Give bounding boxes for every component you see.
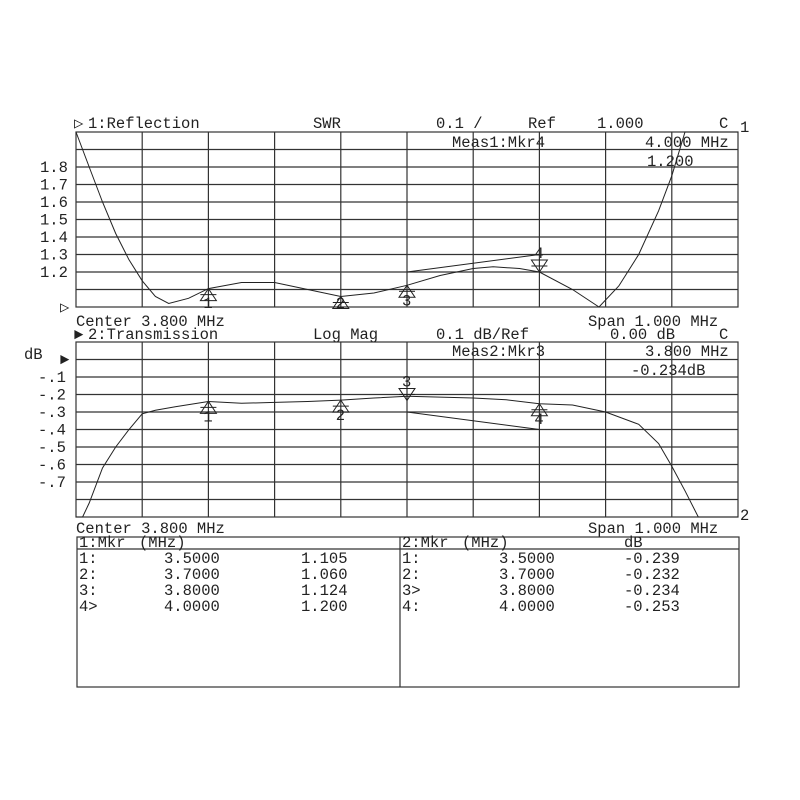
marker-table-cell: 3.5000 xyxy=(164,550,220,568)
marker-table-cell: -0.232 xyxy=(624,566,680,584)
reflection-format: SWR xyxy=(313,115,341,133)
reflection-title: 1:Reflection xyxy=(88,115,200,133)
reflection-active-marker-value: 1.200 xyxy=(647,153,694,171)
transmission-title: 2:Transmission xyxy=(88,326,218,344)
transmission-ref-value: 0.00 dB xyxy=(610,326,675,344)
reflection-center-label: Center 3.800 MHz xyxy=(76,313,225,331)
transmission-format: Log Mag xyxy=(313,326,378,344)
marker-table-header-cell: 1:Mkr xyxy=(79,534,126,552)
marker-table-cell: 3.5000 xyxy=(499,550,555,568)
reflection-channel-number: 1 xyxy=(740,119,749,137)
marker-table: 1:Mkr (MHz) 1: 3.5000 1.105 2: 3.7000 1.060 3: 3.… xyxy=(76,534,740,688)
marker-table-cell: 1.200 xyxy=(301,598,348,616)
reflection-title-arrow: ▷ xyxy=(74,115,84,133)
y-tick-label: -.2 xyxy=(38,387,66,405)
y-tick-label: 1.3 xyxy=(40,247,68,265)
marker-table-cell: 2: xyxy=(402,566,421,584)
reflection-active-marker-label: Meas1:Mkr4 xyxy=(452,134,545,152)
marker-table-cell: 3.7000 xyxy=(499,566,555,584)
reflection-ref-label: Ref xyxy=(528,115,556,133)
transmission-channel-flag: C xyxy=(719,326,728,344)
marker-table-cell: 1: xyxy=(79,550,98,568)
y-tick-label: -.4 xyxy=(38,422,66,440)
transmission-span-label: Span 1.000 MHz xyxy=(588,520,718,538)
data-trace xyxy=(75,131,738,308)
marker-table-cell: 3.8000 xyxy=(164,582,220,600)
marker-table-cell: 4> xyxy=(79,598,98,616)
reflection-chart: 1.81.71.61.51.41.31.2 1 2 3 4 xyxy=(40,131,739,313)
y-tick-label: 1.8 xyxy=(40,159,68,177)
transmission-active-marker-value: -0.234dB xyxy=(631,362,705,380)
data-trace xyxy=(76,395,738,518)
marker-table-cell: -0.234 xyxy=(624,582,680,600)
marker-2-label: 2 xyxy=(336,407,345,425)
y-tick-label: 1.4 xyxy=(40,229,68,247)
marker-table-cell: 1.124 xyxy=(301,582,348,600)
marker-3-label: 3 xyxy=(402,292,411,310)
reflection-span-label: Span 1.000 MHz xyxy=(588,313,718,331)
marker-table-cell: 4: xyxy=(402,598,421,616)
marker-4-label: 4 xyxy=(534,245,543,263)
y-tick-label: 1.6 xyxy=(40,194,68,212)
transmission-ref-arrow: ► xyxy=(60,351,70,369)
marker-1-label: 1 xyxy=(203,295,212,313)
y-tick-label: -.1 xyxy=(38,369,66,387)
marker-table-cell: -0.239 xyxy=(624,550,680,568)
transmission-channel-number: 2 xyxy=(740,507,749,525)
y-tick-label: 1.5 xyxy=(40,212,68,230)
reflection-channel-flag: C xyxy=(719,115,728,133)
marker-table-cell: 3.8000 xyxy=(499,582,555,600)
reflection-ref-value: 1.000 xyxy=(597,115,644,133)
marker-annotation-line xyxy=(406,254,540,273)
marker-table-header-cell: (MHz) xyxy=(139,534,186,552)
y-tick-label: -.5 xyxy=(38,439,66,457)
transmission-header: ► 2:Transmission Log Mag 0.1 dB/Ref 0.00… xyxy=(24,326,749,538)
y-tick-label: 1.7 xyxy=(40,177,68,195)
marker-table-cell: 2: xyxy=(79,566,98,584)
y-tick-label: -.7 xyxy=(38,474,66,492)
marker-table-cell: 4.0000 xyxy=(164,598,220,616)
marker-table-cell: 1: xyxy=(402,550,421,568)
marker-4-label: 4 xyxy=(534,411,543,429)
marker-1-label: 1 xyxy=(203,408,212,426)
marker-table-header-cell: dB xyxy=(624,534,643,552)
marker-annotation-line xyxy=(406,411,540,430)
transmission-title-arrow: ► xyxy=(74,326,84,344)
transmission-center-label: Center 3.800 MHz xyxy=(76,520,225,538)
marker-table-cell: 1.105 xyxy=(301,550,348,568)
transmission-scale: 0.1 dB/Ref xyxy=(436,326,529,344)
y-tick-label: -.3 xyxy=(38,404,66,422)
transmission-ylabel: dB xyxy=(24,346,43,364)
transmission-active-marker-label: Meas2:Mkr3 xyxy=(452,343,545,361)
marker-table-cell: -0.253 xyxy=(624,598,680,616)
marker-table-header-cell: 2:Mkr xyxy=(402,534,449,552)
reflection-active-marker-freq: 4.000 MHz xyxy=(645,134,729,152)
y-tick-label: 1.2 xyxy=(40,264,68,282)
marker-table-cell: 3: xyxy=(79,582,98,600)
marker-table-cell: 3> xyxy=(402,582,421,600)
reflection-ref-arrow: ▷ xyxy=(60,299,70,317)
reflection-scale: 0.1 / xyxy=(436,115,483,133)
marker-table-cell: 3.7000 xyxy=(164,566,220,584)
marker-table-frame xyxy=(76,536,740,688)
marker-2-label: 2 xyxy=(336,295,345,313)
marker-table-cell: 1.060 xyxy=(301,566,348,584)
marker-table-header-cell: (MHz) xyxy=(462,534,509,552)
transmission-active-marker-freq: 3.800 MHz xyxy=(645,343,729,361)
y-tick-label: -.6 xyxy=(38,457,66,475)
marker-3-label: 3 xyxy=(402,373,411,391)
marker-table-cell: 4.0000 xyxy=(499,598,555,616)
transmission-chart: -.1-.2-.3-.4-.5-.6-.7 1 2 3 4 xyxy=(38,341,739,518)
